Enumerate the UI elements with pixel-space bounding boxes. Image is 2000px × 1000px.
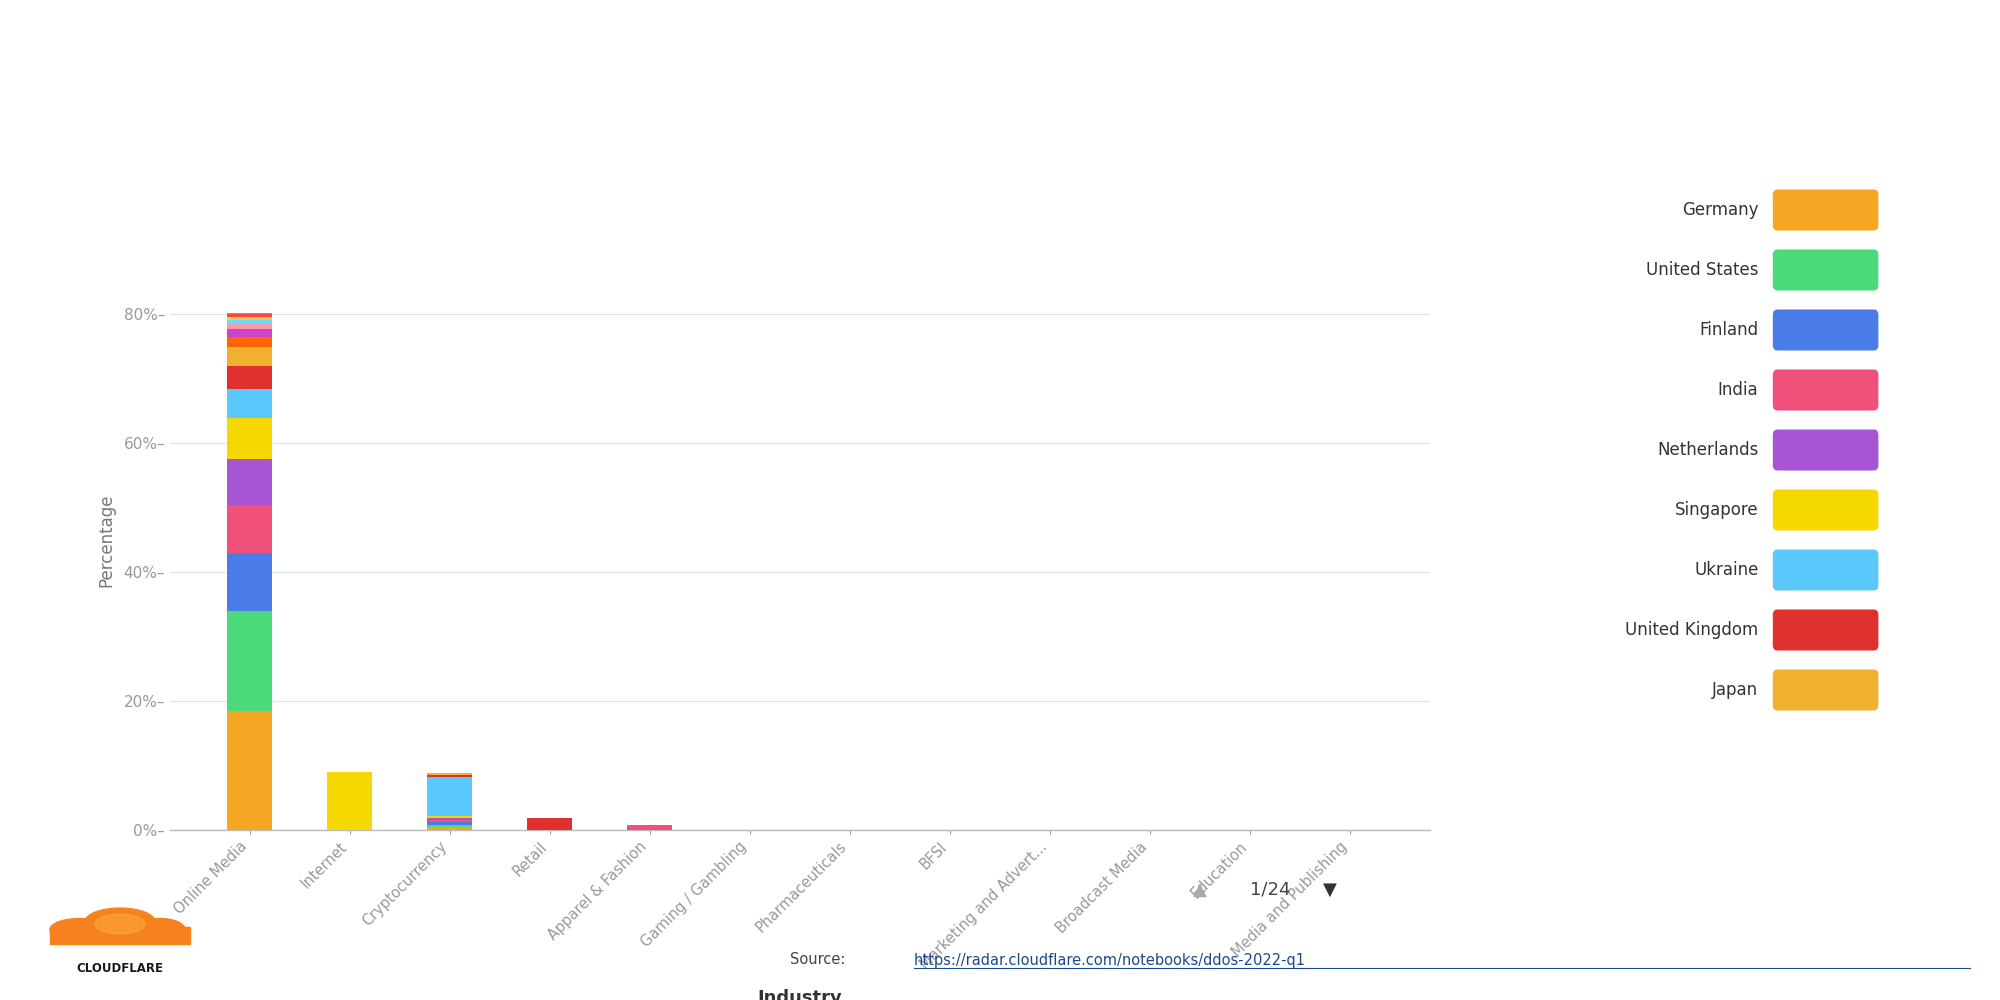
Bar — [50, 927, 190, 944]
FancyBboxPatch shape — [1772, 369, 1878, 411]
Bar — [228, 459, 272, 505]
Bar — [228, 347, 272, 366]
Text: Ukraine: Ukraine — [1694, 561, 1758, 579]
Text: Singapore: Singapore — [1674, 501, 1758, 519]
Text: ▼: ▼ — [1324, 881, 1336, 899]
Bar — [228, 329, 272, 337]
Ellipse shape — [96, 914, 144, 934]
Text: India: India — [1718, 381, 1758, 399]
Bar — [428, 775, 472, 777]
Text: Japan: Japan — [1712, 681, 1758, 699]
FancyBboxPatch shape — [1772, 549, 1878, 591]
Bar — [228, 418, 272, 459]
Bar — [428, 773, 472, 775]
Bar — [228, 505, 272, 553]
Bar — [228, 366, 272, 389]
Bar — [228, 337, 272, 347]
Bar — [228, 313, 272, 314]
FancyBboxPatch shape — [1772, 429, 1878, 471]
Text: Application-Layer DDoS Attacks on Russia by Industry and Source Country: Application-Layer DDoS Attacks on Russia… — [44, 79, 1210, 107]
Bar — [428, 816, 472, 818]
Text: https://radar.cloudflare.com/notebooks/ddos-2022-q1: https://radar.cloudflare.com/notebooks/d… — [914, 952, 1306, 968]
Bar — [528, 818, 572, 830]
Text: CLOUDFLARE: CLOUDFLARE — [76, 962, 164, 974]
Text: Finland: Finland — [1700, 321, 1758, 339]
Ellipse shape — [84, 908, 156, 936]
Text: ▲: ▲ — [1194, 881, 1206, 899]
Bar — [228, 611, 272, 711]
FancyBboxPatch shape — [1772, 609, 1878, 651]
Bar — [228, 711, 272, 830]
Bar — [428, 822, 472, 825]
Text: 1/24: 1/24 — [1250, 881, 1290, 899]
X-axis label: Industry: Industry — [758, 989, 842, 1000]
Bar — [228, 324, 272, 329]
Bar — [228, 389, 272, 418]
Bar — [428, 818, 472, 820]
Ellipse shape — [136, 918, 184, 940]
Bar — [228, 317, 272, 320]
Text: United States: United States — [1646, 261, 1758, 279]
FancyBboxPatch shape — [1772, 189, 1878, 231]
Bar — [228, 314, 272, 317]
Bar — [428, 825, 472, 827]
FancyBboxPatch shape — [1772, 669, 1878, 711]
Text: Source:: Source: — [790, 952, 850, 968]
Ellipse shape — [50, 918, 110, 940]
Bar — [428, 827, 472, 830]
Bar — [428, 820, 472, 822]
Bar — [328, 772, 372, 830]
FancyBboxPatch shape — [1772, 489, 1878, 531]
Bar — [628, 825, 672, 830]
Text: United Kingdom: United Kingdom — [1626, 621, 1758, 639]
Bar — [428, 777, 472, 816]
Bar — [228, 553, 272, 611]
Text: Netherlands: Netherlands — [1658, 441, 1758, 459]
FancyBboxPatch shape — [1772, 309, 1878, 351]
Text: Germany: Germany — [1682, 201, 1758, 219]
Bar — [228, 320, 272, 324]
Y-axis label: Percentage: Percentage — [98, 493, 116, 587]
FancyBboxPatch shape — [1772, 249, 1878, 291]
